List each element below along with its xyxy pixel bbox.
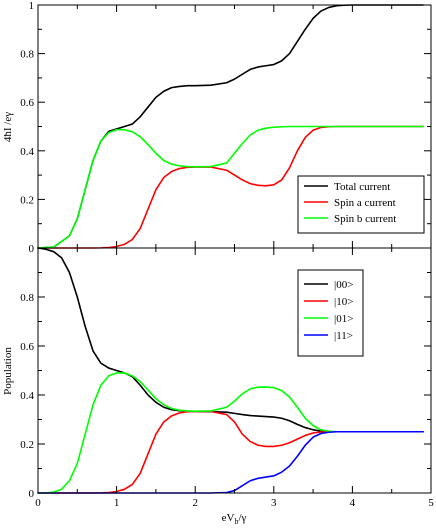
bottom-x-tick-label: 2: [192, 497, 198, 509]
bottom-series-line-3: [37, 430, 424, 494]
bottom-series-line-2: [37, 372, 424, 494]
bottom-plot-frame: [37, 247, 432, 494]
top-y-tick-label: 0.2: [20, 194, 34, 206]
top-ticks: 0 0.2 0.4 0.6 0.8 1: [20, 0, 432, 255]
bottom-legend-label: |10>: [334, 296, 353, 308]
x-axis-label-rest: /γ: [238, 512, 246, 524]
bottom-x-tick-label: 0: [35, 497, 41, 509]
bottom-y-tick-label: 0.6: [20, 341, 34, 353]
bottom-series-line-1: [37, 410, 424, 494]
bottom-y-axis-label: Population: [2, 347, 14, 395]
bottom-y-tick-label: 0.4: [20, 390, 34, 402]
bottom-curves: [37, 247, 424, 494]
top-legend-label: Total current: [334, 181, 390, 193]
top-legend-label: Spin a current: [334, 197, 396, 209]
bottom-legend: |00> |10> |01> |11>: [297, 269, 364, 357]
bottom-x-tick-label: 4: [350, 497, 356, 509]
top-legend: Total current Spin a current Spin b curren…: [297, 175, 425, 234]
bottom-x-tick-label: 1: [114, 497, 120, 509]
top-legend-label: Spin b current: [334, 213, 396, 225]
top-y-tick-label: 1: [29, 0, 35, 12]
top-y-axis-label: 4ħI /eγ: [2, 112, 14, 142]
bottom-x-tick-label: 5: [428, 497, 434, 509]
bottom-legend-label: |11>: [334, 330, 353, 342]
x-axis-label-e: eV: [222, 512, 235, 524]
bottom-x-tick-label: 3: [271, 497, 277, 509]
bottom-y-tick-label: 0.8: [20, 292, 34, 304]
x-axis-label: eVb/γ: [222, 512, 247, 526]
top-panel: 0 0.2 0.4 0.6 0.8 1 4ħI /eγ Total current Spin…: [2, 0, 432, 255]
top-y-tick-label: 0.8: [20, 49, 34, 61]
bottom-ticks: 0 0.2 0.4 0.6 0.8 0 1 2 3 4 5: [20, 248, 434, 509]
top-y-tick-label: 0: [29, 243, 35, 255]
x-axis-label-subscript: b: [234, 517, 238, 526]
top-y-tick-label: 0.6: [20, 97, 34, 109]
bottom-y-tick-label: 0: [29, 488, 35, 500]
bottom-panel: 0 0.2 0.4 0.6 0.8 0 1 2 3 4 5 Population eVb/γ |00…: [2, 247, 434, 526]
bottom-legend-label: |01>: [334, 313, 353, 325]
bottom-y-tick-label: 0.2: [20, 439, 34, 451]
bottom-legend-label: |00>: [334, 279, 353, 291]
top-series-line-2: [37, 125, 424, 249]
top-y-tick-label: 0.4: [20, 146, 34, 158]
